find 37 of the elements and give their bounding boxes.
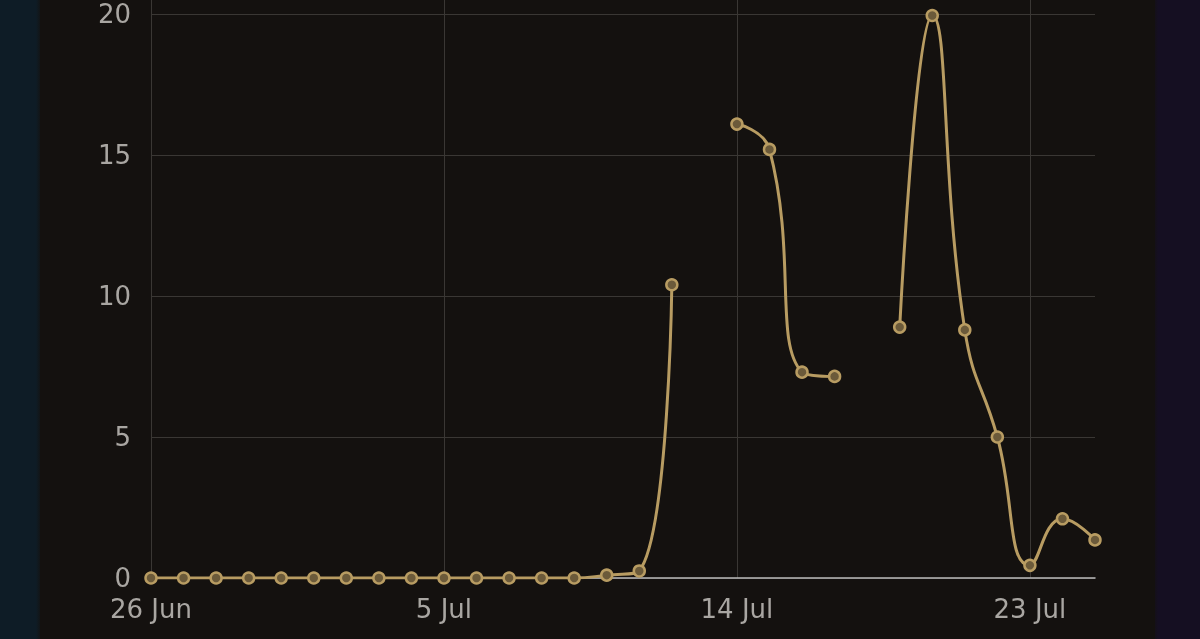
x-tick-label: 14 Jul [700, 594, 774, 624]
point [1088, 533, 1102, 547]
point [925, 8, 939, 23]
point [372, 571, 386, 585]
y-tick-label: 5 [114, 422, 131, 453]
point [892, 320, 907, 334]
x-tick-label: 26 Jun [110, 594, 192, 624]
point [827, 369, 842, 384]
point [339, 571, 354, 585]
point [1055, 512, 1070, 526]
point [274, 571, 288, 585]
point [176, 571, 191, 585]
point [795, 365, 809, 379]
point [632, 564, 647, 578]
point [990, 430, 1005, 444]
point [209, 571, 223, 585]
point [599, 568, 614, 582]
point [502, 571, 516, 585]
point [665, 278, 679, 292]
point [469, 571, 484, 585]
point [1023, 558, 1037, 573]
point [534, 571, 549, 585]
point [762, 142, 777, 157]
point [567, 571, 581, 585]
x-tick-label: 23 Jul [993, 594, 1067, 624]
point [437, 571, 451, 585]
point [958, 323, 972, 337]
point [730, 117, 744, 131]
point [307, 571, 321, 585]
y-tick-label: 0 [114, 563, 131, 593]
x-tick-label: 5 Jul [415, 594, 473, 624]
point [404, 571, 419, 585]
y-tick-label: 20 [97, 0, 131, 30]
point [241, 571, 256, 585]
y-tick-label: 15 [97, 140, 131, 171]
point [144, 571, 158, 585]
y-tick-label: 10 [97, 281, 131, 312]
